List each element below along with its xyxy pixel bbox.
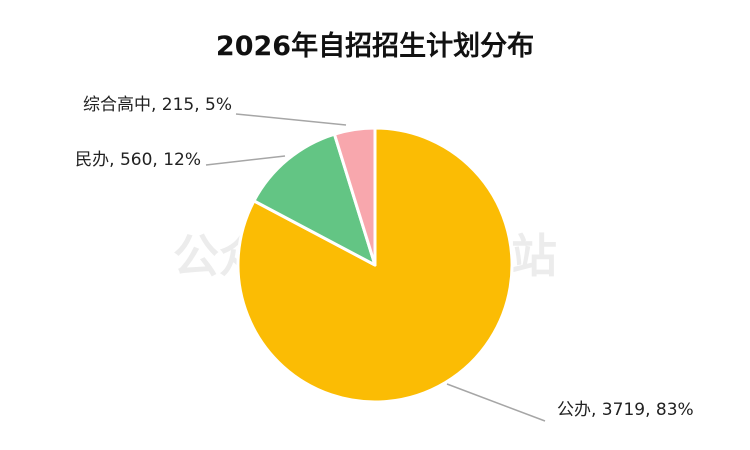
data-label-minban: 民办, 560, 12% [75, 150, 201, 170]
data-label-zonghe: 综合高中, 215, 5% [83, 95, 232, 115]
leader-line-zonghe [235, 113, 347, 126]
chart-title: 2026年自招招生计划分布 [216, 30, 534, 62]
slice-zonghe [332, 126, 377, 267]
slice-gongban [236, 126, 514, 404]
leader-line-gongban [446, 383, 546, 422]
leader-line-minban [205, 155, 286, 166]
data-label-gongban: 公办, 3719, 83% [557, 400, 694, 420]
slice-minban [252, 132, 377, 267]
pie-slices [236, 126, 514, 404]
leader-lines [205, 113, 546, 422]
